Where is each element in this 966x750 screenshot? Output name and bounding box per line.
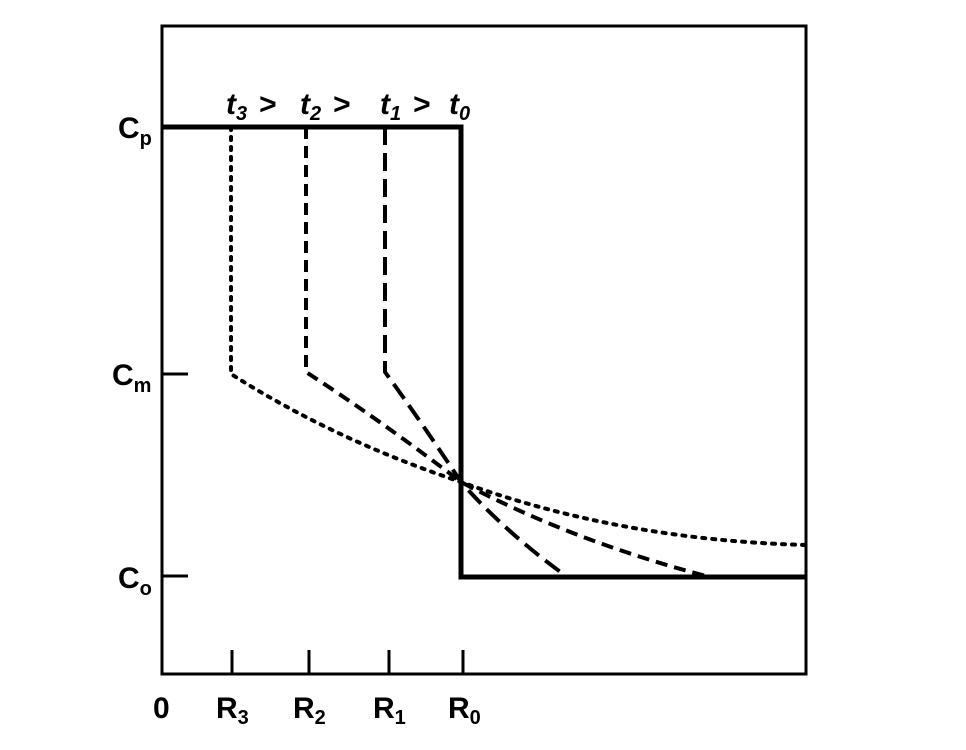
legend-text-2: t2 > [300,88,351,125]
profile-t3 [229,125,808,547]
x-label-r2-base: R [293,692,315,725]
x-label-r3-base: R [216,692,238,725]
x-label-r0: R0 [448,692,481,729]
x-label-r3: R3 [216,692,249,729]
legend-t3-sub: 3 [236,103,247,125]
x-label-r2-sub: 2 [315,707,326,729]
profile-t1 [383,127,568,578]
y-label-co-base: C [118,562,140,595]
legend-t0-base: t [449,88,461,121]
legend-t2-sub: 2 [309,103,321,125]
legend-t1-base: t [380,88,392,121]
legend-text-4: t0 [449,88,470,125]
legend-t2-base: t [300,88,312,121]
y-label-cm: Cm [112,359,151,397]
x-label-r0-base: R [448,692,470,725]
legend-t1-sub: 1 [390,103,401,125]
x-label-r1-base: R [373,692,395,725]
plot-frame [160,24,808,676]
legend-sep-2: > [333,88,351,121]
legend-t0-sub: 0 [459,103,470,125]
profile-t0 [162,124,806,580]
y-label-cp: Cp [118,112,152,150]
y-label-co: Co [118,562,152,600]
y-label-co-sub: o [140,578,152,600]
legend-sep-1: > [259,88,277,121]
x-label-zero-base: 0 [153,692,170,725]
legend-sep-3: > [413,88,431,121]
x-label-r0-sub: 0 [470,707,481,729]
x-label-r2: R2 [293,692,326,729]
x-label-r1-sub: 1 [395,707,406,729]
legend-t3-base: t [226,88,238,121]
x-label-r1: R1 [373,692,406,729]
x-label-r3-sub: 3 [238,707,249,729]
legend-text-3: t1 > [380,88,431,125]
profile-t2 [304,127,707,578]
legend-text: t3 > [226,88,277,125]
x-label-zero: 0 [153,692,170,725]
y-label-cm-base: C [112,359,134,392]
y-label-cp-sub: p [140,128,152,150]
y-label-cp-base: C [118,112,140,145]
y-label-cm-sub: m [134,375,152,397]
